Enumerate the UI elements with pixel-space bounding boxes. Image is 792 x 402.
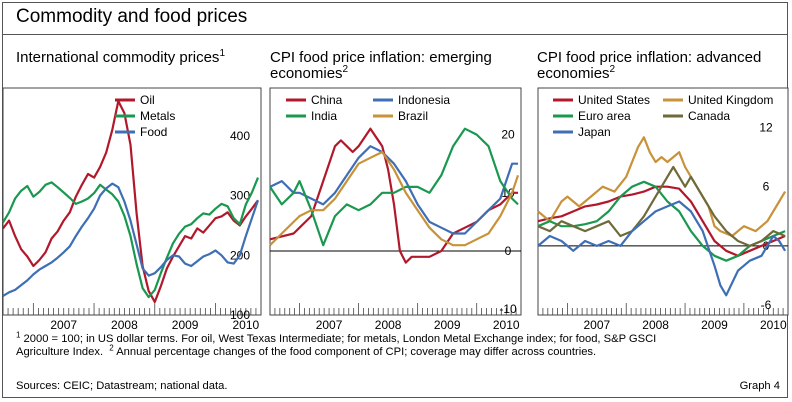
legend-label: United Kingdom [688, 93, 773, 107]
x-tick-label: 2009 [701, 318, 728, 332]
panel-title-left: International commodity prices1 [16, 48, 225, 66]
series-line-metals [2, 177, 260, 299]
series-line-canada [537, 165, 786, 247]
panel-title-left-sup: 1 [219, 48, 225, 59]
panel-title-right-line2: economies [537, 65, 610, 82]
sources-line: Sources: CEIC; Datastream; national data… [16, 380, 228, 392]
legend-label: Indonesia [398, 93, 450, 107]
series-line-euro-area [537, 180, 786, 262]
footnote-1-text: 2000 = 100; in US dollar terms. For oil,… [20, 333, 657, 345]
title-divider [2, 34, 788, 35]
footnotes: 1 2000 = 100; in US dollar terms. For oi… [16, 330, 776, 359]
series-line-indonesia [269, 145, 518, 235]
panel-title-left-text: International commodity prices [16, 49, 220, 66]
legend-label: Japan [578, 125, 611, 139]
y-tick-label: 300 [230, 189, 250, 203]
x-tick-label: 2010 [493, 318, 520, 332]
panel-title-right: CPI food price inflation: advanced econom… [537, 50, 761, 82]
y-tick-label: 20 [501, 128, 515, 142]
legend-label: Metals [140, 109, 175, 123]
x-tick-label: 2007 [50, 318, 77, 332]
series-line-japan [537, 200, 787, 297]
x-tick-label: 2008 [375, 318, 402, 332]
legend-label: Canada [688, 109, 730, 123]
series-line-china [269, 127, 518, 264]
footnote-1-mark: 1 [16, 330, 21, 340]
x-tick-label: 2007 [316, 318, 343, 332]
x-tick-label: 2008 [111, 318, 138, 332]
footnote-1-continued: Agriculture Index. [16, 346, 104, 358]
footnote-2-mark: 2 [109, 343, 114, 353]
x-tick-label: 2007 [583, 318, 610, 332]
y-tick-label: 12 [759, 120, 773, 134]
series-line-oil [2, 99, 259, 303]
graph-title: Commodity and food prices [16, 6, 248, 27]
x-tick-label: 2008 [642, 318, 669, 332]
y-tick-label: -6 [761, 298, 772, 312]
legend-label: United States [578, 93, 650, 107]
legend-label: Brazil [398, 109, 428, 123]
footnote-2-text: Annual percentage changes of the food co… [113, 346, 597, 358]
panel-title-right-sup: 2 [609, 64, 616, 75]
y-tick-label: -10 [499, 302, 517, 316]
y-tick-label: 0 [505, 244, 512, 258]
legend-label: Oil [140, 93, 155, 107]
legend-label: China [311, 93, 343, 107]
plot-area-middle [269, 87, 522, 316]
series-line-united-kingdom [537, 136, 787, 238]
panel-title-middle-sup: 2 [342, 64, 349, 75]
chart-left: 2007 2008 2009 2010100200300400OilMetalsFoo… [2, 87, 262, 332]
series-line-brazil [269, 150, 520, 247]
x-tick-label: 2010 [760, 318, 787, 332]
series-line-india [269, 127, 519, 247]
plot-area-left [2, 87, 262, 316]
legend-label: India [311, 109, 337, 123]
y-tick-label: 400 [230, 129, 250, 143]
plot-area-right [537, 87, 789, 316]
panel-title-right-line1: CPI food price inflation: advanced [537, 49, 762, 66]
legend-label: Food [140, 125, 167, 139]
y-tick-label: 6 [763, 180, 770, 194]
x-tick-label: 2009 [172, 318, 199, 332]
legend-label: Euro area [578, 109, 631, 123]
graph-number-label: Graph 4 [739, 380, 780, 392]
panel-title-middle-line2: economies [270, 65, 343, 82]
x-tick-label: 2010 [232, 318, 259, 332]
panel-title-middle: CPI food price inflation: emerging econom… [270, 50, 492, 82]
x-tick-label: 2009 [434, 318, 461, 332]
panel-title-middle-line1: CPI food price inflation: emerging [270, 49, 492, 66]
y-tick-label: 100 [230, 308, 250, 322]
series-line-food [2, 182, 260, 297]
